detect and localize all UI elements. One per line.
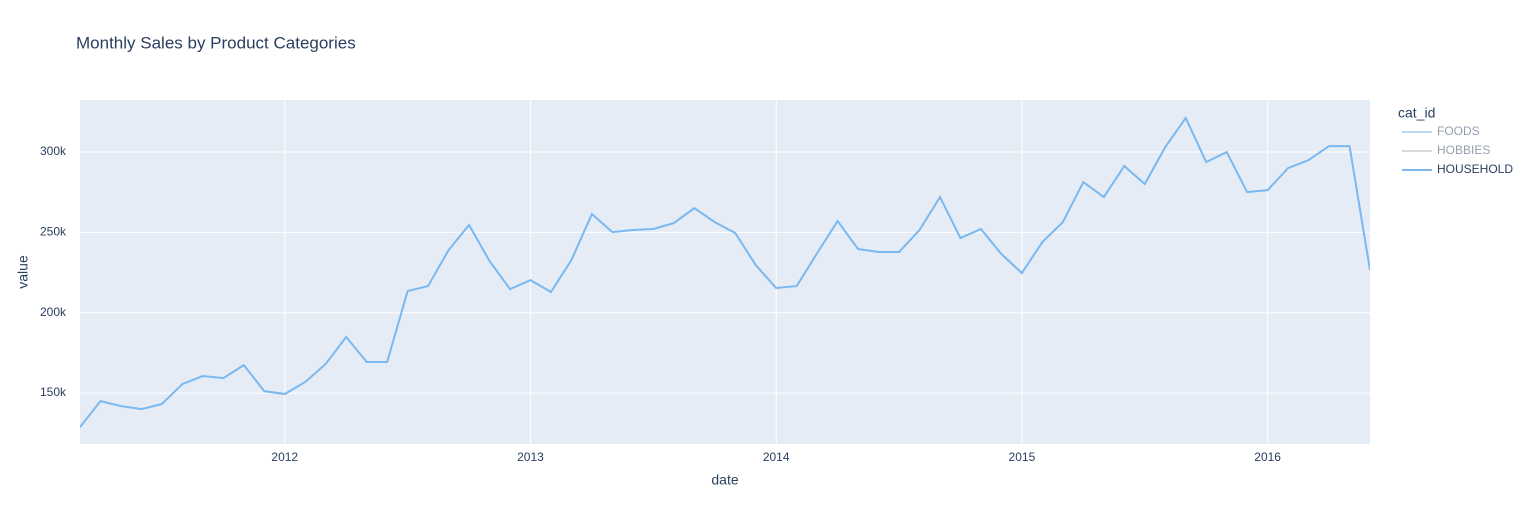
plot-background [80, 100, 1370, 444]
y-tick-label: 300k [40, 144, 67, 158]
chart-title: Monthly Sales by Product Categories [76, 33, 356, 52]
y-axis-title: value [15, 255, 31, 289]
y-tick-label: 200k [40, 305, 67, 319]
x-tick-label: 2014 [763, 450, 790, 464]
legend-label[interactable]: FOODS [1437, 124, 1480, 138]
legend-label[interactable]: HOUSEHOLD [1437, 162, 1513, 176]
x-tick-label: 2016 [1254, 450, 1281, 464]
x-tick-label: 2012 [271, 450, 298, 464]
legend-label[interactable]: HOBBIES [1437, 143, 1490, 157]
data-line [80, 116, 1370, 428]
y-tick-label: 250k [40, 225, 67, 239]
legend-title: cat_id [1398, 105, 1435, 121]
x-tick-label: 2013 [517, 450, 544, 464]
x-axis-title: date [711, 472, 738, 488]
y-tick-label: 150k [40, 385, 67, 399]
x-tick-label: 2015 [1009, 450, 1036, 464]
